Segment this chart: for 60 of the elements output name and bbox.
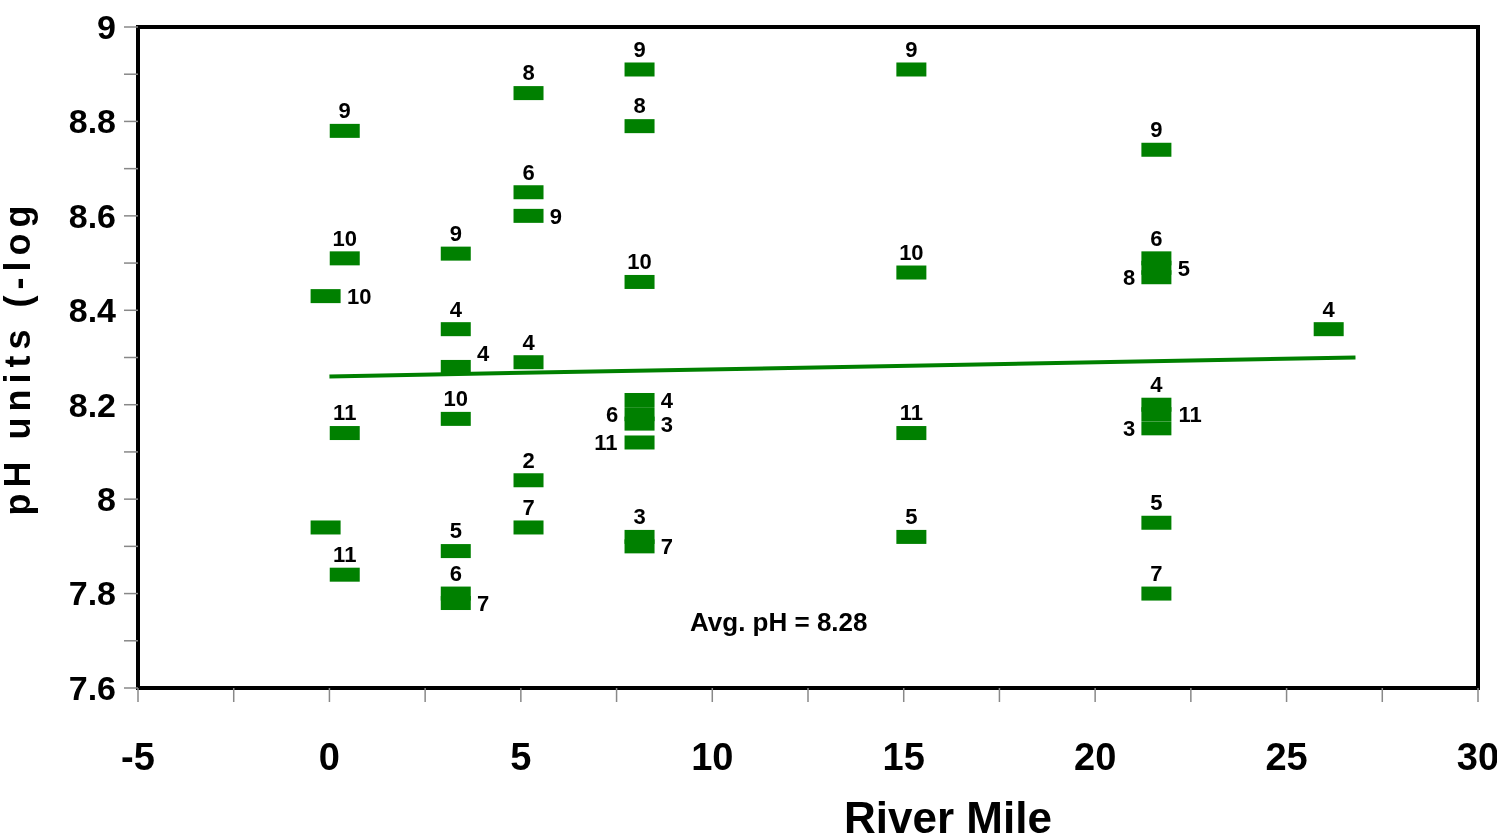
y-tick-label: 8 bbox=[97, 480, 116, 519]
y-tick-label: 8.2 bbox=[68, 385, 116, 424]
annotation: 9 bbox=[449, 220, 462, 246]
x-tick-label: 30 bbox=[1456, 736, 1497, 778]
x-tick-label: 0 bbox=[318, 736, 340, 778]
annotation: 4 bbox=[1322, 296, 1336, 322]
y-tick-label: 7.6 bbox=[68, 668, 116, 707]
annotation: 6 bbox=[522, 159, 535, 185]
annotation: 9 bbox=[1150, 117, 1163, 143]
y-tick-label: 8.8 bbox=[68, 102, 116, 141]
annotation: 4 bbox=[449, 296, 463, 322]
x-tick-label: 15 bbox=[882, 736, 925, 778]
annotation: 5 bbox=[1177, 255, 1190, 281]
annotation: 8 bbox=[1122, 265, 1136, 291]
annotation: 5 bbox=[449, 518, 462, 544]
annotation: 8 bbox=[522, 60, 535, 86]
annotation: 10 bbox=[899, 239, 924, 265]
annotation: 5 bbox=[1150, 490, 1163, 516]
x-tick-label: 5 bbox=[510, 736, 532, 778]
annotation: 9 bbox=[633, 36, 646, 62]
annotation: 7 bbox=[477, 590, 490, 616]
annotation: 11 bbox=[899, 400, 923, 426]
y-tick-label: 7.8 bbox=[68, 574, 116, 613]
annotation: 3 bbox=[660, 411, 674, 437]
annotation: 4 bbox=[477, 340, 491, 366]
y-axis-title: pH units (-log bbox=[0, 199, 38, 516]
annotation: 6 bbox=[449, 560, 462, 586]
annotation: 9 bbox=[549, 203, 563, 229]
annotation: 4 bbox=[660, 387, 674, 413]
annotation: 4 bbox=[522, 329, 536, 355]
annotation: 7 bbox=[660, 534, 674, 560]
y-tick-label: 8.4 bbox=[68, 291, 117, 330]
annotation: 10 bbox=[347, 284, 372, 310]
annotation: 11 bbox=[333, 400, 357, 426]
annotation: 3 bbox=[1122, 416, 1136, 442]
y-tick-label: 9 bbox=[97, 7, 116, 46]
annotation: 11 bbox=[333, 542, 357, 568]
x-tick-label: 10 bbox=[691, 736, 734, 778]
annotation: 11 bbox=[1178, 402, 1202, 428]
annotation: 6 bbox=[1150, 225, 1163, 251]
annotation: 6 bbox=[606, 402, 619, 428]
annotation: 7 bbox=[1150, 560, 1163, 586]
annotation: 2 bbox=[522, 447, 535, 473]
annotation: 9 bbox=[338, 98, 351, 124]
annotation: 8 bbox=[633, 93, 646, 119]
annotation: 11 bbox=[594, 430, 618, 456]
x-tick-label: 20 bbox=[1074, 736, 1117, 778]
x-tick-label: 25 bbox=[1265, 736, 1308, 778]
annotation: 4 bbox=[1150, 372, 1164, 398]
annotation: Avg. pH = 8.28 bbox=[690, 607, 868, 637]
annotation: 3 bbox=[633, 504, 646, 530]
annotation: 10 bbox=[332, 225, 357, 251]
annotation: 9 bbox=[905, 36, 918, 62]
x-axis-title: River Mile bbox=[844, 793, 1052, 839]
annotation: 10 bbox=[627, 249, 652, 275]
annotation: 10 bbox=[443, 386, 469, 412]
annotation: 5 bbox=[905, 504, 918, 530]
y-tick-label: 8.6 bbox=[68, 196, 116, 235]
x-tick-label: -5 bbox=[121, 736, 155, 778]
annotation: 7 bbox=[522, 494, 535, 520]
